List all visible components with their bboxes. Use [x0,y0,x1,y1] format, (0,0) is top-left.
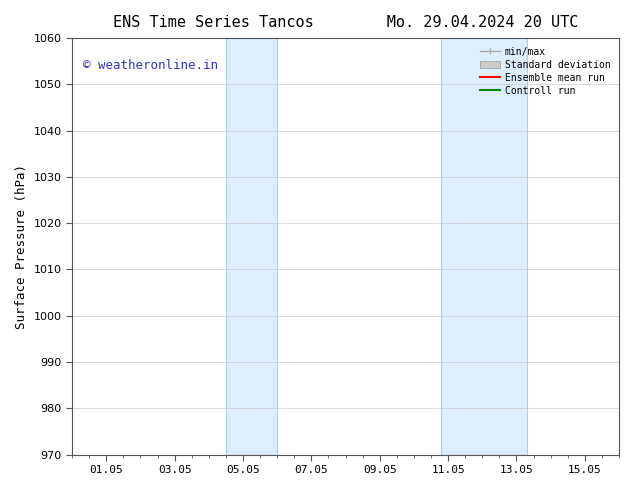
Y-axis label: Surface Pressure (hPa): Surface Pressure (hPa) [15,164,28,329]
Text: © weatheronline.in: © weatheronline.in [83,59,218,72]
Legend: min/max, Standard deviation, Ensemble mean run, Controll run: min/max, Standard deviation, Ensemble me… [476,43,614,99]
Title: ENS Time Series Tancos        Mo. 29.04.2024 20 UTC: ENS Time Series Tancos Mo. 29.04.2024 20… [113,15,578,30]
Bar [226,38,277,455]
Bar [441,38,527,455]
